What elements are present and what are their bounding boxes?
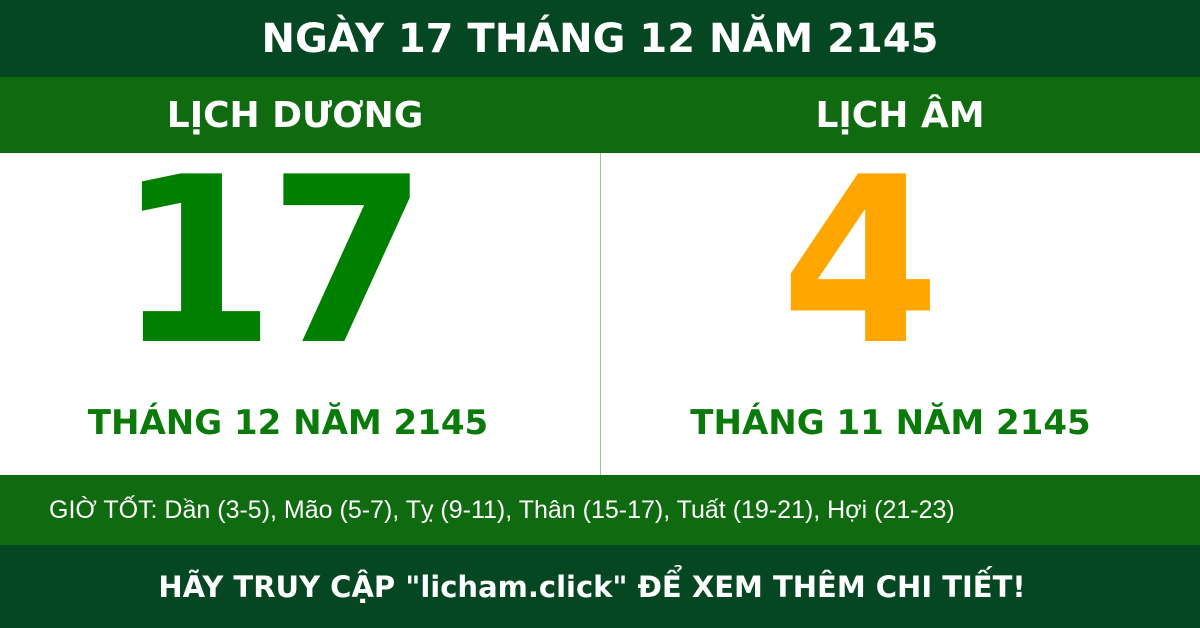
solar-calendar-label: LỊCH DƯƠNG xyxy=(166,94,424,136)
lunar-panel: 4 THÁNG 11 NĂM 2145 xyxy=(600,153,1200,475)
solar-day: 17 xyxy=(115,153,428,396)
solar-panel: 17 THÁNG 12 NĂM 2145 xyxy=(0,153,600,475)
lunar-month-year: THÁNG 11 NĂM 2145 xyxy=(690,403,1091,443)
lunar-day: 4 xyxy=(780,153,940,396)
calendar-headers: LỊCH DƯƠNG LỊCH ÂM xyxy=(0,77,1200,153)
good-hours: GIỜ TỐT: Dần (3-5), Mão (5-7), Tỵ (9-11)… xyxy=(0,475,1200,545)
page-title: NGÀY 17 THÁNG 12 NĂM 2145 xyxy=(0,0,1200,77)
footer-cta: HÃY TRUY CẬP "licham.click" ĐỂ XEM THÊM … xyxy=(0,545,1200,628)
solar-month-year: THÁNG 12 NĂM 2145 xyxy=(87,403,489,443)
lunar-calendar-label: LỊCH ÂM xyxy=(815,94,985,136)
